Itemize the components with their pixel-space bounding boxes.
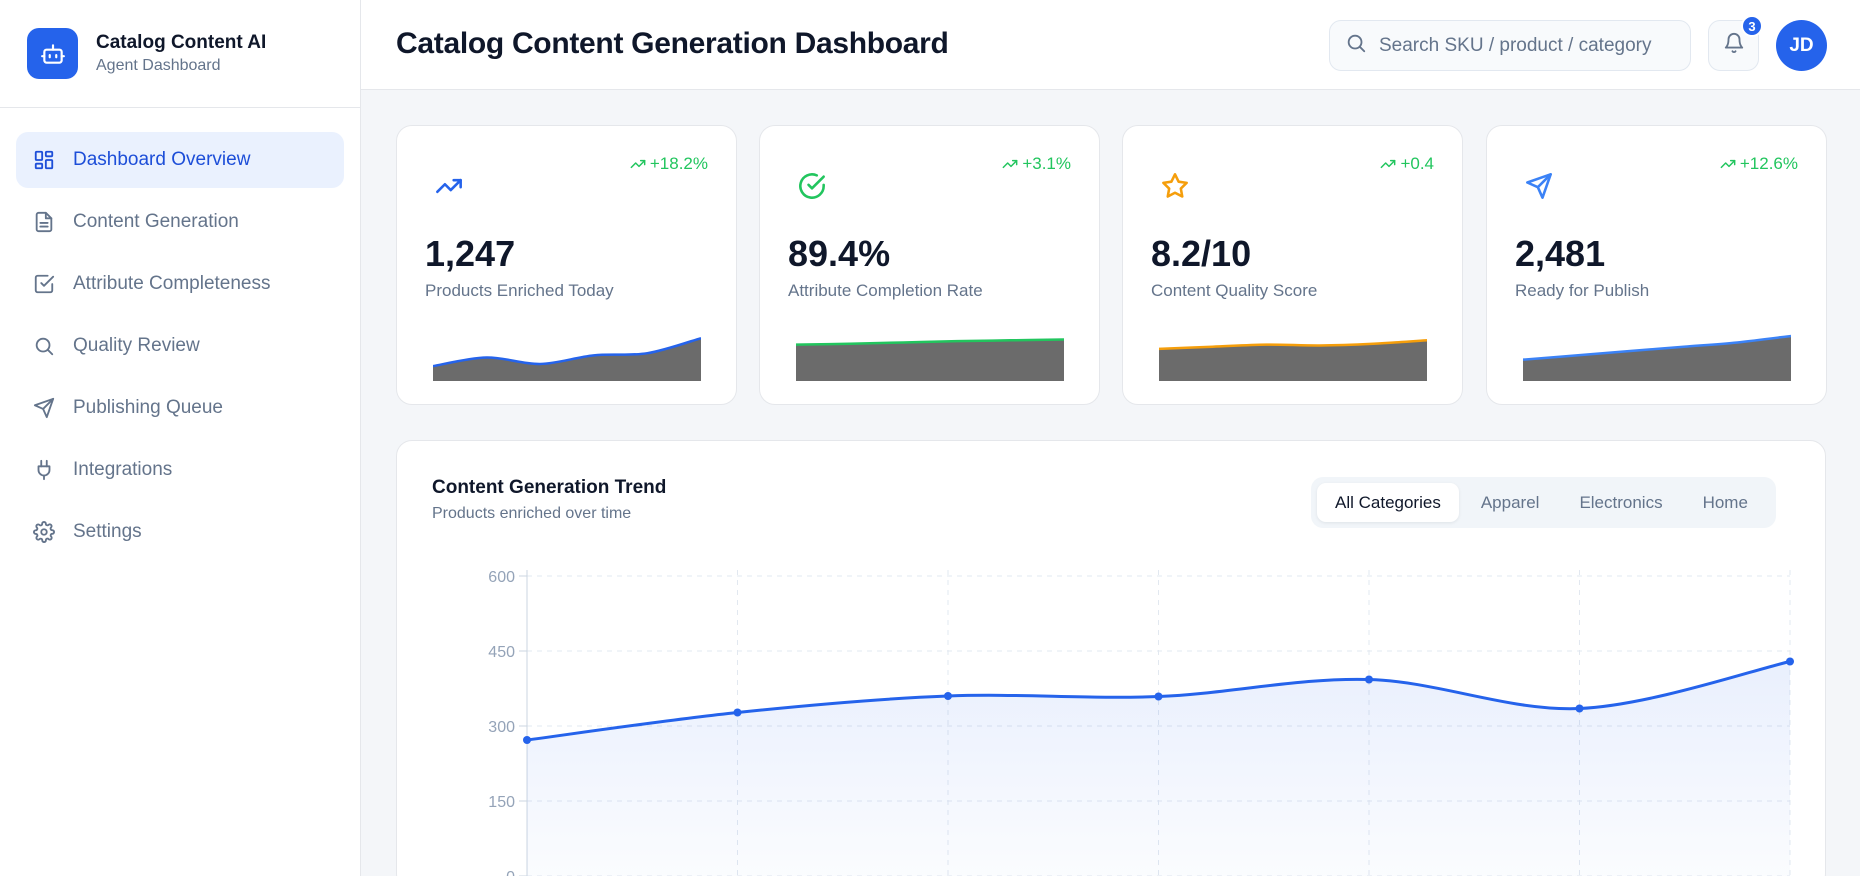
send-icon [1523,170,1555,202]
sidebar-item-label: Dashboard Overview [73,149,251,170]
search-icon [32,334,56,358]
sparkline-line [796,338,1064,346]
kpi-value: 89.4% [788,233,891,274]
category-filter: All Categories Apparel Electronics Home [1311,477,1776,528]
trend-chart: 0 150 300 450 600 [488,569,1794,876]
kpi-delta-value: +18.2% [649,154,708,173]
kpi-card-quality-score: +0.4 8.2/10 Content Quality Score [1122,125,1463,405]
sparkline-line [1159,339,1427,351]
kpi-value: 8.2/10 [1151,233,1252,274]
kpi-sparkline [433,336,701,381]
trending-up-icon [1720,159,1736,169]
sidebar-item-content-generation[interactable]: Content Generation [16,194,344,250]
notification-count-badge: 3 [1741,15,1763,37]
trend-subtitle: Products enriched over time [432,505,632,522]
brand: Catalog Content AI Agent Dashboard [0,0,360,108]
file-text-icon [32,210,56,234]
y-tick-label: 0 [506,869,515,876]
sidebar-item-attribute-completeness[interactable]: Attribute Completeness [16,256,344,312]
sparkline-area [1159,340,1427,381]
data-point [523,736,531,744]
sidebar-item-quality-review[interactable]: Quality Review [16,318,344,374]
sidebar-item-label: Settings [73,521,142,542]
y-tick-label: 150 [488,794,515,811]
kpi-delta: +18.2% [630,154,708,174]
top-header: Catalog Content Generation Dashboard 3 J… [361,0,1860,90]
sparkline-line [1523,334,1791,361]
check-circle-icon [796,170,828,202]
data-point [944,692,952,700]
kpi-label: Attribute Completion Rate [788,281,983,300]
data-point [1365,675,1373,684]
kpi-card-products-enriched: +18.2% 1,247 Products Enriched Today [396,125,737,405]
kpi-value: 1,247 [425,233,516,274]
kpi-label: Ready for Publish [1515,281,1650,300]
star-icon [1159,170,1191,202]
kpi-sparkline [1523,334,1791,381]
sidebar-item-label: Quality Review [73,335,200,356]
sidebar-item-label: Publishing Queue [73,397,223,418]
kpi-delta-value: +12.6% [1739,154,1798,173]
trending-up-icon [1002,159,1018,169]
y-tick-label: 300 [488,719,515,736]
kpi-delta: +0.4 [1380,154,1434,174]
search-input[interactable] [1379,34,1679,57]
brand-title: Catalog Content AI [96,31,267,53]
data-point [733,708,742,717]
data-point [1786,657,1794,666]
sidebar-item-integrations[interactable]: Integrations [16,442,344,498]
kpi-sparkline [1159,339,1427,381]
trending-up-icon [630,159,646,169]
gear-icon [32,520,56,544]
sidebar-item-label: Content Generation [73,211,239,232]
trending-up-icon [433,170,465,202]
sidebar-item-label: Attribute Completeness [73,273,271,294]
trend-title: Content Generation Trend [432,477,667,498]
send-icon [32,396,56,420]
robot-icon [27,28,78,79]
sidebar-nav: Dashboard Overview Content Generation At… [0,108,360,590]
filter-electronics[interactable]: Electronics [1579,492,1663,512]
y-tick-label: 600 [488,569,515,586]
y-tick-label: 450 [488,644,515,661]
kpi-delta: +12.6% [1720,154,1798,174]
sidebar-item-dashboard-overview[interactable]: Dashboard Overview [16,132,344,188]
kpi-delta: +3.1% [1002,154,1071,174]
kpi-sparkline [796,338,1064,381]
sidebar-item-settings[interactable]: Settings [16,504,344,560]
brand-subtitle: Agent Dashboard [96,56,221,74]
sparkline-line [433,336,701,368]
kpi-card-ready-for-publish: +12.6% 2,481 Ready for Publish [1486,125,1827,405]
kpi-label: Content Quality Score [1151,281,1318,300]
page-title: Catalog Content Generation Dashboard [396,27,949,60]
trending-up-icon [1381,159,1396,169]
sparkline-area [433,338,701,381]
filter-home[interactable]: Home [1702,492,1748,512]
layout-grid-icon [32,148,56,172]
check-square-icon [32,272,56,296]
sparkline-area [796,339,1064,381]
sidebar: Catalog Content AI Agent Dashboard Dashb… [0,0,361,876]
kpi-delta-value: +0.4 [1400,154,1434,173]
data-point [1154,692,1163,701]
trend-chart-card: Content Generation Trend Products enrich… [396,440,1826,876]
bell-icon [1723,32,1745,59]
kpi-card-attribute-completion: +3.1% 89.4% Attribute Completion Rate [759,125,1100,405]
sidebar-item-label: Integrations [73,459,173,480]
sidebar-item-publishing-queue[interactable]: Publishing Queue [16,380,344,436]
data-point [1575,704,1584,713]
search-box[interactable] [1329,20,1691,71]
plug-icon [32,458,56,482]
search-icon [1345,32,1367,59]
kpi-delta-value: +3.1% [1022,154,1071,173]
user-avatar[interactable]: JD [1776,20,1827,71]
kpi-value: 2,481 [1515,233,1606,274]
filter-all-categories[interactable]: All Categories [1317,483,1459,522]
kpi-label: Products Enriched Today [425,281,614,300]
filter-apparel[interactable]: Apparel [1480,492,1540,512]
series-area [527,661,1790,876]
sparkline-area [1523,336,1791,381]
